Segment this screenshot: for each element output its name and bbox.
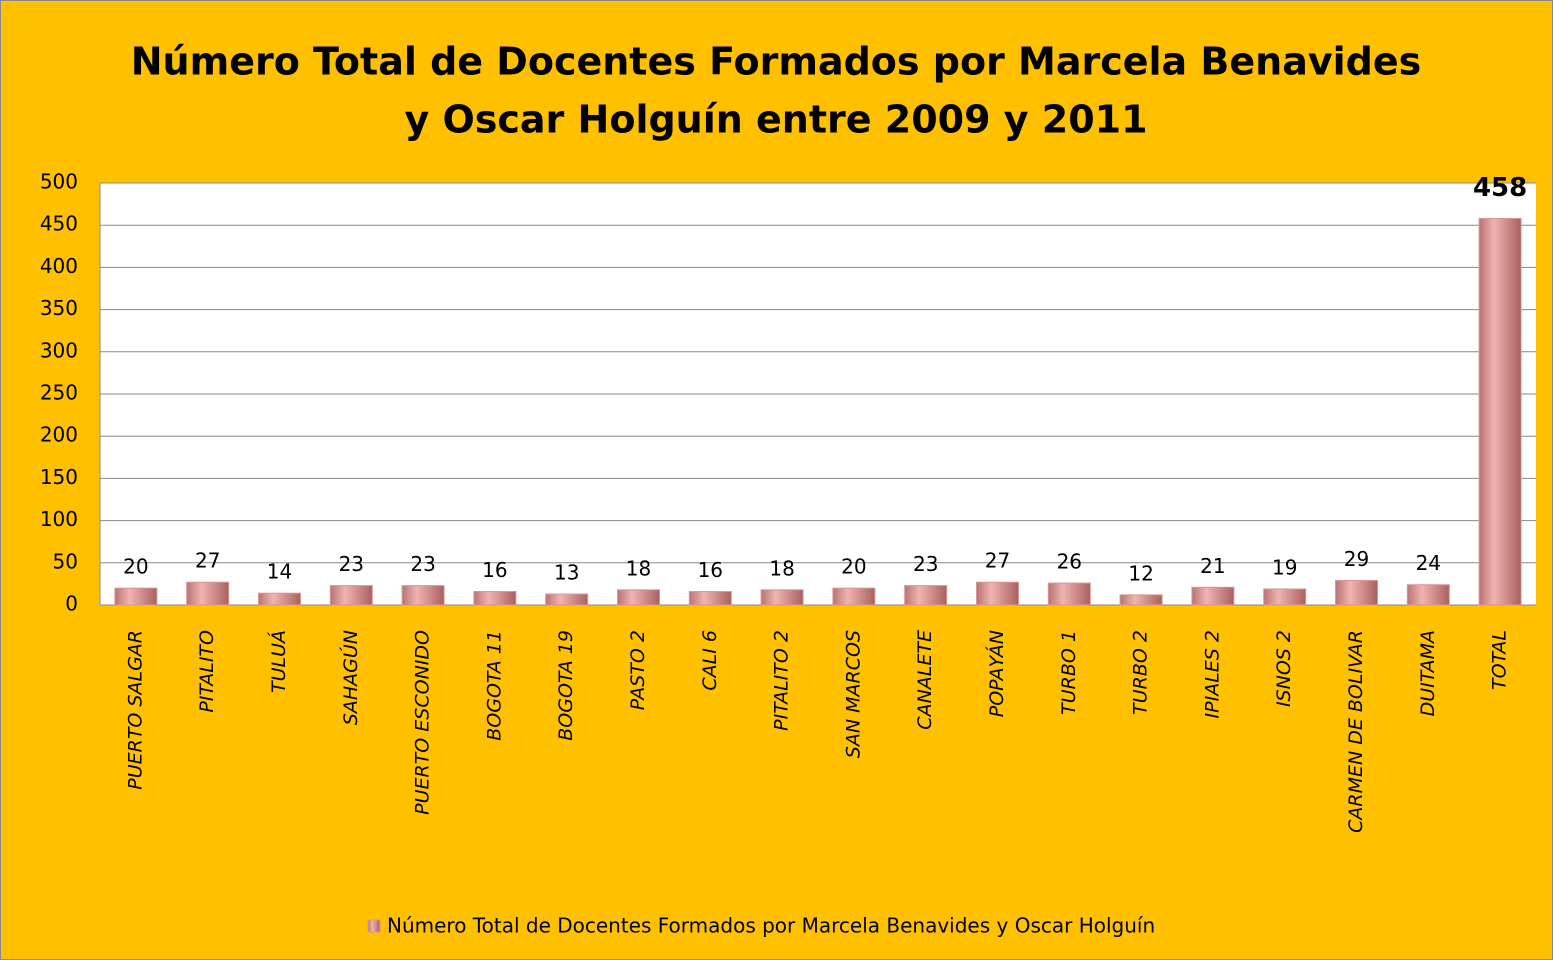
data-label: 16 [698, 558, 723, 582]
bar [832, 587, 876, 606]
data-label: 20 [841, 555, 866, 579]
y-tick-label: 250 [40, 381, 78, 405]
x-tick-label: TOTAL [1489, 630, 1511, 690]
y-tick-label: 450 [40, 212, 78, 236]
bar [1263, 588, 1307, 606]
x-tick-label: BOGOTA 19 [555, 630, 577, 741]
x-tick-label: DUITAMA [1417, 630, 1439, 716]
data-label: 29 [1344, 547, 1369, 571]
data-label: 21 [1200, 554, 1225, 578]
data-label: 18 [769, 556, 794, 580]
data-label: 23 [339, 552, 364, 576]
x-tick-label: CARMEN DE BOLIVAR [1345, 630, 1367, 833]
data-label: 27 [985, 549, 1010, 573]
x-tick-label: TURBO 1 [1058, 630, 1080, 715]
bar [545, 593, 589, 606]
bar [1191, 586, 1235, 606]
y-tick-label: 400 [40, 254, 78, 278]
y-tick-label: 350 [40, 296, 78, 320]
bar [473, 590, 517, 606]
data-label: 13 [554, 561, 579, 585]
bar [1047, 582, 1091, 606]
x-tick-label: PASTO 2 [627, 630, 649, 710]
data-label: 20 [123, 555, 148, 579]
data-label: 14 [267, 560, 292, 584]
x-tick-label: TURBO 2 [1130, 630, 1152, 715]
bar [401, 585, 445, 606]
x-tick-label: BOGOTA 11 [483, 630, 505, 741]
bar [688, 590, 732, 606]
x-tick-label: TULUÁ [267, 630, 290, 693]
x-tick-label: PUERTO ESCONIDO [412, 630, 434, 815]
legend-label: Número Total de Docentes Formados por Ma… [387, 914, 1155, 938]
x-tick-label: PITALITO 2 [771, 630, 793, 731]
bar [904, 585, 948, 606]
chart-title: Número Total de Docentes Formados por Ma… [131, 40, 1421, 84]
data-label: 27 [195, 549, 220, 573]
data-label: 23 [410, 552, 435, 576]
x-tick-label: ISNOS 2 [1273, 630, 1295, 707]
bar [760, 589, 804, 606]
x-tick-label: PUERTO SALGAR [124, 630, 146, 790]
data-label: 12 [1128, 561, 1153, 585]
data-label: 458 [1473, 173, 1527, 203]
legend-swatch [367, 919, 381, 933]
x-tick-label: POPAYÁN [985, 630, 1008, 717]
y-tick-label: 300 [40, 338, 78, 362]
y-tick-label: 150 [40, 465, 78, 489]
bar [186, 581, 230, 606]
x-tick-label: SAHAGÚN [338, 630, 362, 725]
data-label: 23 [913, 552, 938, 576]
bar [258, 592, 301, 606]
data-label: 19 [1272, 555, 1297, 579]
x-tick-label: CALI 6 [699, 630, 721, 691]
data-label: 24 [1416, 551, 1441, 575]
x-tick-label: PITALITO [196, 630, 218, 713]
x-tick-label: SAN MARCOS [842, 630, 864, 758]
data-label: 26 [1057, 550, 1082, 574]
bar [329, 585, 373, 606]
bar [976, 581, 1019, 606]
y-tick-label: 100 [40, 507, 78, 531]
bar [617, 589, 660, 606]
bar [1119, 594, 1163, 606]
data-label: 16 [482, 558, 507, 582]
data-label: 18 [626, 556, 651, 580]
bar [1478, 217, 1522, 606]
chart-title: y Oscar Holguín entre 2009 y 2011 [404, 98, 1147, 142]
bar [114, 587, 158, 606]
y-tick-label: 50 [53, 549, 78, 573]
y-tick-label: 0 [65, 592, 78, 616]
y-tick-label: 500 [40, 170, 78, 194]
x-tick-label: CANALETE [914, 630, 936, 730]
bar [1335, 580, 1378, 606]
x-tick-label: IPIALES 2 [1201, 630, 1223, 718]
bar [1406, 584, 1450, 606]
y-tick-label: 200 [40, 423, 78, 447]
